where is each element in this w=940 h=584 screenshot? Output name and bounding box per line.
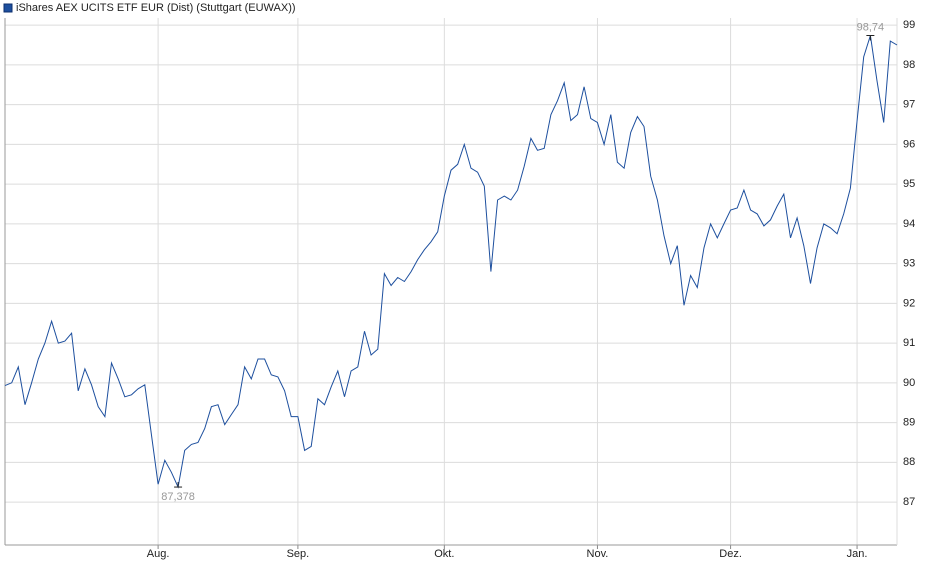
x-tick-label: Dez. <box>719 548 742 560</box>
x-tick-label: Jan. <box>847 548 868 560</box>
y-tick-label: 93 <box>903 258 915 270</box>
y-tick-label: 91 <box>903 337 915 349</box>
y-tick-label: 94 <box>903 218 915 230</box>
legend-label: iShares AEX UCITS ETF EUR (Dist) (Stuttg… <box>16 2 296 14</box>
y-tick-label: 95 <box>903 178 915 190</box>
y-tick-label: 98 <box>903 59 915 71</box>
legend-swatch <box>3 3 13 13</box>
y-tick-label: 99 <box>903 19 915 31</box>
y-tick-label: 97 <box>903 99 915 111</box>
y-tick-label: 88 <box>903 456 915 468</box>
price-line <box>4 35 898 489</box>
y-tick-label: 92 <box>903 297 915 309</box>
x-tick-label: Nov. <box>587 548 609 560</box>
y-tick-label: 89 <box>903 416 915 428</box>
x-tick-label: Aug. <box>147 548 170 560</box>
x-tick-label: Sep. <box>287 548 310 560</box>
y-tick-label: 96 <box>903 138 915 150</box>
x-tick-label: Okt. <box>434 548 454 560</box>
y-tick-label: 90 <box>903 377 915 389</box>
extreme-label: 98,74 <box>857 21 885 33</box>
y-tick-label: 87 <box>903 496 915 508</box>
extreme-label: 87,378 <box>161 491 195 503</box>
